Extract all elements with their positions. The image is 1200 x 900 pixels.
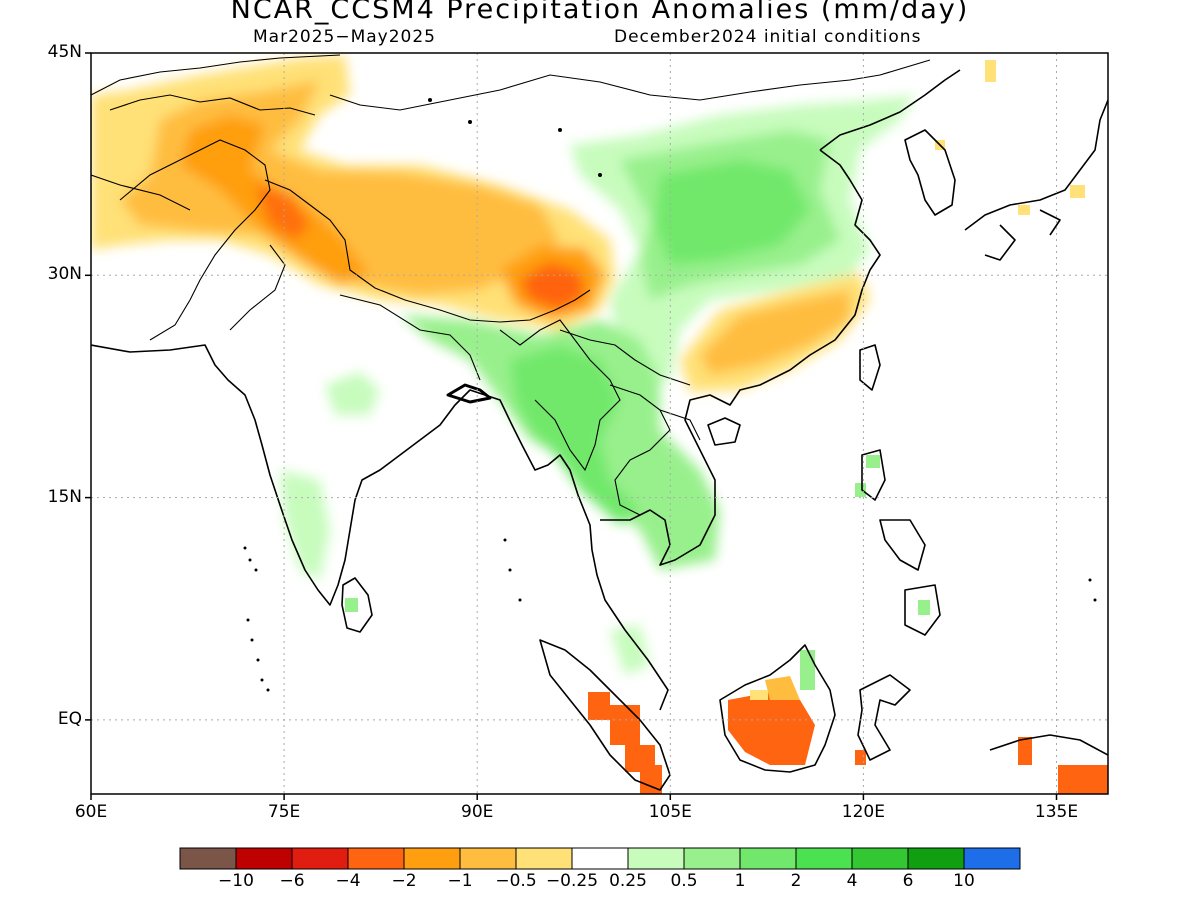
colorbar-swatch bbox=[627, 847, 685, 870]
colorbar-label: −6 bbox=[279, 871, 305, 891]
border-himalaya bbox=[264, 179, 591, 323]
colorbar-label: 6 bbox=[902, 871, 914, 891]
colorbar-label: 4 bbox=[846, 871, 858, 891]
lat-tick-label: 15N bbox=[47, 486, 82, 507]
border-china-interior bbox=[559, 329, 691, 386]
colorbar-label: −1 bbox=[447, 871, 473, 891]
anomaly-shading bbox=[91, 55, 1108, 794]
colorbar-label: 2 bbox=[790, 871, 802, 891]
lon-tick-label: 90E bbox=[461, 802, 494, 822]
korea-coastline bbox=[904, 129, 956, 216]
country-borders bbox=[91, 54, 931, 516]
colorbar-swatch bbox=[683, 847, 741, 870]
anomaly-area-kashmir bbox=[255, 185, 310, 240]
anomaly-area-malay bbox=[610, 625, 650, 675]
lat-tick-label: 30N bbox=[47, 264, 82, 285]
initial-conditions-label: December2024 initial conditions bbox=[614, 27, 922, 47]
colorbar-label: 1 bbox=[734, 871, 746, 891]
colorbar-swatch bbox=[235, 847, 293, 870]
axis-ticks bbox=[85, 52, 1058, 800]
india-coastline bbox=[91, 344, 486, 606]
philippines-coastline bbox=[861, 449, 941, 636]
colorbar-label: −0.25 bbox=[545, 871, 599, 891]
lon-tick-label: 120E bbox=[841, 802, 885, 822]
colorbar-swatch bbox=[459, 847, 517, 870]
border-myanmar bbox=[499, 319, 621, 472]
lat-tick-label: EQ bbox=[57, 708, 82, 729]
colorbar bbox=[179, 847, 1021, 870]
lon-tick-label: 75E bbox=[267, 802, 301, 822]
colorbar-swatch bbox=[515, 847, 573, 870]
anomaly-area-central-china-peak bbox=[655, 160, 810, 265]
colorbar-swatch bbox=[571, 847, 629, 870]
colorbar-swatch bbox=[851, 847, 909, 870]
colorbar-label: −10 bbox=[218, 871, 254, 891]
bohai-coastline bbox=[819, 69, 961, 151]
lon-tick-label: 105E bbox=[648, 802, 692, 822]
colorbar-label: 0.5 bbox=[670, 871, 698, 891]
colorbar-swatch bbox=[291, 847, 349, 870]
lon-tick-label: 60E bbox=[74, 802, 108, 822]
borneo-coastline bbox=[719, 644, 836, 773]
border-afghanistan-pakistan bbox=[91, 139, 271, 341]
colorbar-swatch bbox=[739, 847, 797, 870]
anomaly-area-eastern-himalaya-core bbox=[520, 262, 585, 310]
colorbar-swatch bbox=[963, 847, 1021, 870]
colorbar-swatch bbox=[403, 847, 461, 870]
colorbar-label: 0.25 bbox=[609, 871, 647, 891]
colorbar-label: −2 bbox=[391, 871, 417, 891]
colorbar-swatch bbox=[795, 847, 853, 870]
bay-of-bengal-east-coastline bbox=[484, 394, 669, 711]
map-gridlines bbox=[91, 53, 1108, 794]
indochina-coastline bbox=[600, 149, 881, 566]
sulawesi-coastline bbox=[857, 674, 911, 761]
coastlines bbox=[91, 69, 1108, 791]
colorbar-swatch bbox=[907, 847, 965, 870]
hainan-coastline bbox=[707, 417, 741, 446]
sumatra-coastline bbox=[539, 639, 671, 791]
island-specks bbox=[243, 98, 1097, 692]
lat-tick-label: 45N bbox=[47, 42, 82, 62]
colorbar-label: −0.5 bbox=[495, 871, 537, 891]
map-frame bbox=[90, 52, 1109, 795]
colorbar-label: −4 bbox=[335, 871, 361, 891]
border-india-north bbox=[229, 244, 481, 381]
border-central-asia bbox=[91, 54, 931, 116]
colorbar-swatch bbox=[347, 847, 405, 870]
sri-lanka-coastline bbox=[341, 577, 373, 633]
colorbar-swatch bbox=[179, 847, 237, 870]
forecast-period: Mar2025−May2025 bbox=[253, 27, 436, 47]
bangladesh-coast bbox=[446, 383, 492, 404]
anomaly-area-central-india bbox=[325, 372, 380, 415]
lon-tick-label: 135E bbox=[1034, 802, 1079, 822]
taiwan-coastline bbox=[859, 344, 881, 391]
anomaly-area-myanmar bbox=[510, 345, 640, 525]
colorbar-label: 10 bbox=[953, 871, 975, 891]
anomaly-area-south-china bbox=[700, 290, 850, 375]
anomaly-area-south-india bbox=[280, 470, 330, 580]
japan-coastline bbox=[964, 99, 1108, 261]
new-guinea-coastline bbox=[989, 734, 1108, 756]
map-title: NCAR_CCSM4 Precipitation Anomalies (mm/d… bbox=[230, 0, 970, 25]
